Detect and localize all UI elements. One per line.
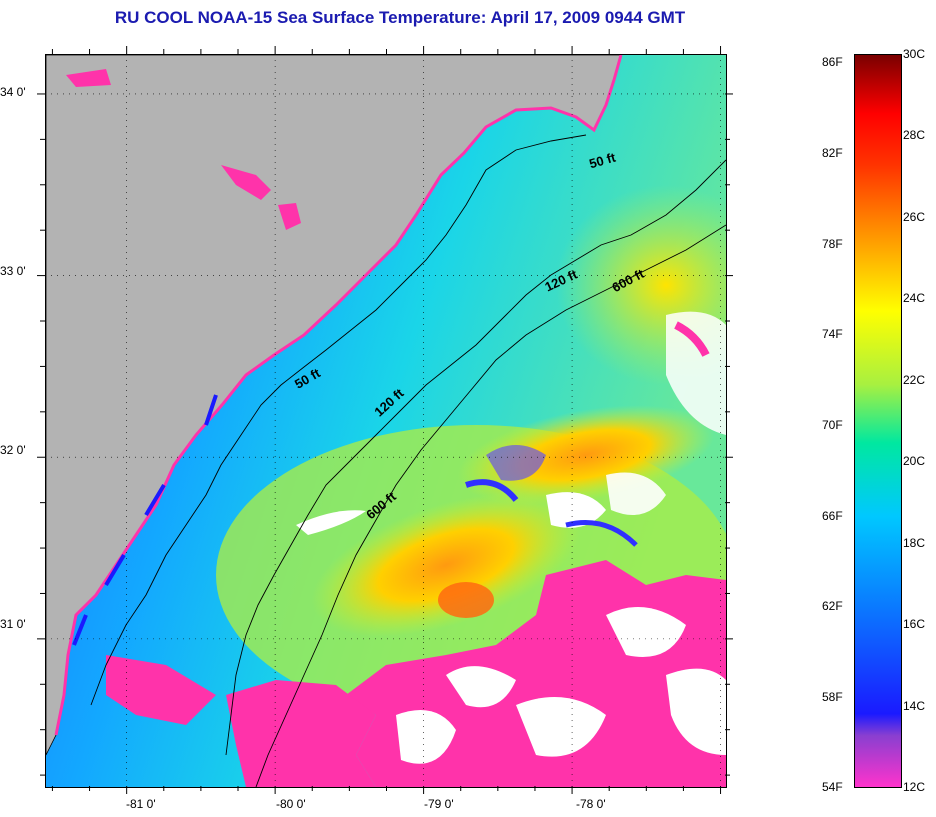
lon-label-81: -81 0' [126, 797, 156, 811]
colorbar-f-82: 82F [822, 146, 843, 160]
colorbar-f-86: 86F [822, 55, 843, 69]
coastline-nearshore [54, 55, 623, 736]
nearshore-cold-water [72, 394, 218, 646]
contour-600ft [255, 224, 726, 787]
colorbar-c-14: 14C [903, 699, 926, 713]
lat-label-31: 31 0' [0, 617, 26, 631]
colorbar-fill [855, 55, 901, 787]
lon-label-80: -80 0' [276, 797, 306, 811]
map-title: RU COOL NOAA-15 Sea Surface Temperature:… [114, 8, 686, 27]
colorbar-c-26: 26C [903, 210, 926, 224]
colorbar-c-12: 12C [903, 780, 926, 794]
sst-map-canvas [46, 55, 726, 787]
colorbar-f-54: 54F [822, 780, 843, 794]
colorbar-c-16: 16C [903, 617, 926, 631]
temperature-colorbar [854, 54, 902, 788]
inland-lake-3 [66, 69, 111, 87]
contour-50ft [90, 134, 587, 706]
contour-120ft [225, 159, 726, 756]
colorbar-f-74: 74F [822, 327, 843, 341]
lat-label-33: 33 0' [0, 264, 26, 278]
colorbar-f-70: 70F [822, 418, 843, 432]
colorbar-c-24: 24C [903, 291, 926, 305]
cloud-mask-offshore [106, 311, 726, 787]
lat-label-34: 34 0' [0, 85, 26, 99]
colorbar-f-62: 62F [822, 599, 843, 613]
colorbar-f-78: 78F [822, 237, 843, 251]
colorbar-c-20: 20C [903, 454, 926, 468]
colorbar-c-30: 30C [903, 47, 926, 61]
gulf-stream-warm-core [311, 493, 581, 637]
warm-eddy [438, 582, 494, 618]
colorbar-gradient [855, 55, 901, 787]
cloud-streak [296, 510, 366, 535]
sst-map[interactable]: 50 ft 120 ft 600 ft 50 ft 120 ft 600 ft [45, 54, 727, 788]
lon-label-79: -79 0' [424, 797, 454, 811]
colorbar-f-58: 58F [822, 690, 843, 704]
lon-label-78: -78 0' [576, 797, 606, 811]
colorbar-f-66: 66F [822, 509, 843, 523]
inland-lake-2 [278, 203, 301, 230]
inland-lake-1 [221, 165, 271, 200]
colorbar-c-22: 22C [903, 373, 926, 387]
colorbar-c-28: 28C [903, 128, 926, 142]
lat-label-32: 32 0' [0, 443, 26, 457]
colorbar-c-18: 18C [903, 536, 926, 550]
